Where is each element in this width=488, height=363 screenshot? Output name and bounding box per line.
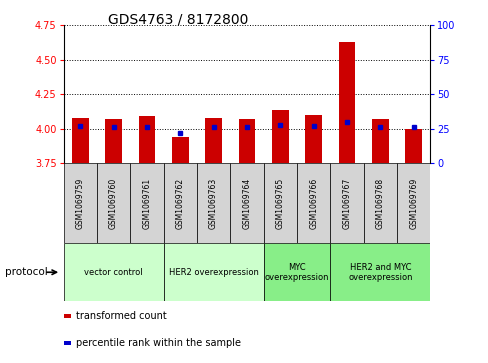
Text: percentile rank within the sample: percentile rank within the sample: [76, 338, 241, 348]
Text: HER2 and MYC
overexpression: HER2 and MYC overexpression: [347, 262, 412, 282]
Bar: [263, 163, 296, 243]
Bar: [329, 243, 429, 301]
Bar: [138, 117, 155, 163]
Bar: [163, 243, 263, 301]
Text: GSM1069767: GSM1069767: [342, 178, 351, 229]
Bar: [63, 163, 97, 243]
Text: GSM1069764: GSM1069764: [242, 178, 251, 229]
Bar: [172, 137, 188, 163]
Bar: [163, 163, 197, 243]
Text: GSM1069768: GSM1069768: [375, 178, 384, 229]
Bar: [238, 119, 255, 163]
Bar: [363, 163, 396, 243]
Text: GSM1069759: GSM1069759: [76, 178, 84, 229]
Bar: [305, 115, 321, 163]
Text: MYC
overexpression: MYC overexpression: [264, 262, 328, 282]
Text: GSM1069760: GSM1069760: [109, 178, 118, 229]
Bar: [405, 129, 421, 163]
Bar: [296, 163, 329, 243]
Bar: [130, 163, 163, 243]
Bar: [63, 243, 163, 301]
Bar: [105, 119, 122, 163]
Text: GDS4763 / 8172800: GDS4763 / 8172800: [107, 13, 247, 27]
Bar: [371, 119, 388, 163]
Text: GSM1069762: GSM1069762: [175, 178, 184, 229]
Text: transformed count: transformed count: [76, 311, 167, 321]
Bar: [396, 163, 429, 243]
Text: GSM1069763: GSM1069763: [209, 178, 218, 229]
Text: protocol: protocol: [5, 267, 47, 277]
Text: GSM1069765: GSM1069765: [275, 178, 284, 229]
Bar: [329, 163, 363, 243]
Text: GSM1069769: GSM1069769: [408, 178, 417, 229]
Text: HER2 overexpression: HER2 overexpression: [168, 268, 258, 277]
Text: GSM1069761: GSM1069761: [142, 178, 151, 229]
Bar: [230, 163, 263, 243]
Bar: [271, 110, 288, 163]
Bar: [72, 118, 88, 163]
Text: GSM1069766: GSM1069766: [308, 178, 318, 229]
Bar: [197, 163, 230, 243]
Text: vector control: vector control: [84, 268, 142, 277]
Bar: [97, 163, 130, 243]
Bar: [263, 243, 329, 301]
Bar: [205, 118, 222, 163]
Bar: [338, 42, 355, 163]
